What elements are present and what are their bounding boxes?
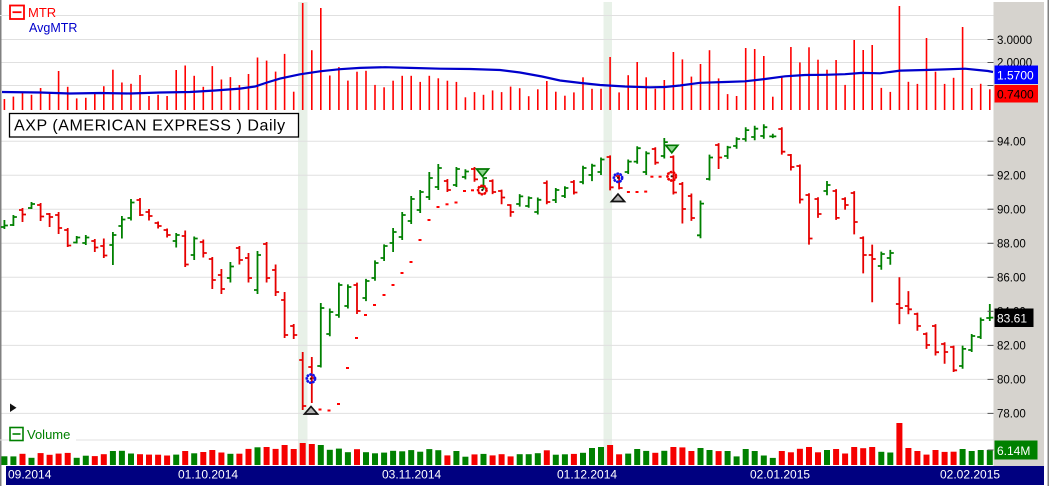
svg-text:78.00: 78.00 xyxy=(997,409,1026,421)
svg-text:AXP (AMERICAN EXPRESS ) Daily: AXP (AMERICAN EXPRESS ) Daily xyxy=(14,118,286,135)
svg-text:09.2014: 09.2014 xyxy=(8,468,52,482)
svg-text:0.7400: 0.7400 xyxy=(997,88,1034,102)
svg-text:MTR: MTR xyxy=(28,5,56,20)
svg-text:01.12.2014: 01.12.2014 xyxy=(557,468,617,482)
svg-text:AvgMTR: AvgMTR xyxy=(29,21,77,35)
svg-text:94.00: 94.00 xyxy=(997,136,1026,148)
svg-text:92.00: 92.00 xyxy=(997,170,1026,182)
svg-text:88.00: 88.00 xyxy=(997,239,1026,251)
svg-text:83.61: 83.61 xyxy=(997,312,1027,326)
svg-text:01.10.2014: 01.10.2014 xyxy=(178,468,238,482)
svg-text:Volume: Volume xyxy=(27,427,70,442)
svg-text:02.02.2015: 02.02.2015 xyxy=(940,468,1000,482)
svg-text:3.0000: 3.0000 xyxy=(997,35,1032,47)
svg-text:02.01.2015: 02.01.2015 xyxy=(750,468,810,482)
svg-text:90.00: 90.00 xyxy=(997,204,1026,216)
svg-text:82.00: 82.00 xyxy=(997,341,1026,353)
svg-text:86.00: 86.00 xyxy=(997,273,1026,285)
svg-text:03.11.2014: 03.11.2014 xyxy=(382,468,441,482)
svg-text:6.14M: 6.14M xyxy=(997,444,1030,458)
svg-text:80.00: 80.00 xyxy=(997,375,1026,387)
svg-text:1.5700: 1.5700 xyxy=(997,69,1034,83)
